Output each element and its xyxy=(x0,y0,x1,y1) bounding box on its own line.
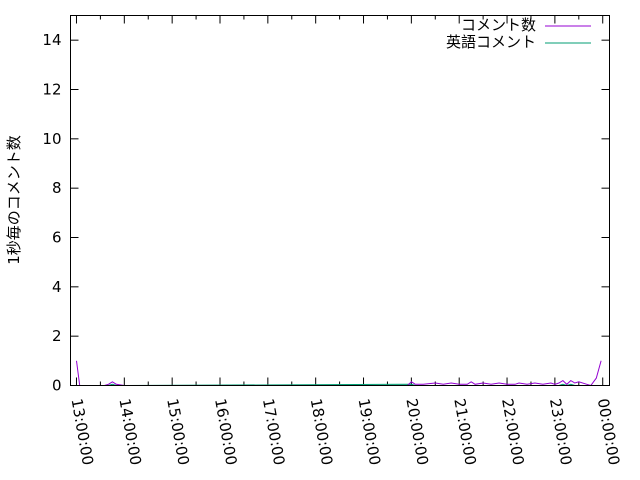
x-tick-label: 18:00:00 xyxy=(307,397,336,466)
y-tick-label: 4 xyxy=(52,278,62,296)
series-line-0 xyxy=(76,360,602,387)
legend-label-0: コメント数 xyxy=(461,16,536,34)
y-tick-label: 12 xyxy=(42,81,61,99)
x-tick-label: 16:00:00 xyxy=(211,397,240,466)
x-tick-label: 19:00:00 xyxy=(355,397,384,466)
y-tick-label: 8 xyxy=(52,179,62,197)
x-tick-label: 14:00:00 xyxy=(115,397,144,466)
y-tick-label: 0 xyxy=(52,377,62,395)
y-tick-label: 10 xyxy=(42,130,61,148)
y-axis-label: 1秒毎のコメント数 xyxy=(5,135,23,265)
legend-label-1: 英語コメント xyxy=(446,33,536,51)
x-tick-label: 20:00:00 xyxy=(402,397,431,466)
x-tick-label: 17:00:00 xyxy=(259,397,288,466)
x-tick-label: 15:00:00 xyxy=(163,397,192,466)
x-tick-label: 00:00:00 xyxy=(594,397,623,466)
y-tick-label: 2 xyxy=(52,327,62,345)
x-tick-label: 22:00:00 xyxy=(498,397,527,466)
plot-border xyxy=(70,15,610,386)
legend: コメント数 英語コメント xyxy=(446,16,591,51)
x-tick-label: 23:00:00 xyxy=(546,397,575,466)
y-tick-label: 14 xyxy=(42,31,61,49)
x-tick-label: 21:00:00 xyxy=(450,397,479,466)
x-tick-label: 13:00:00 xyxy=(68,397,97,466)
y-tick-label: 6 xyxy=(52,229,62,247)
